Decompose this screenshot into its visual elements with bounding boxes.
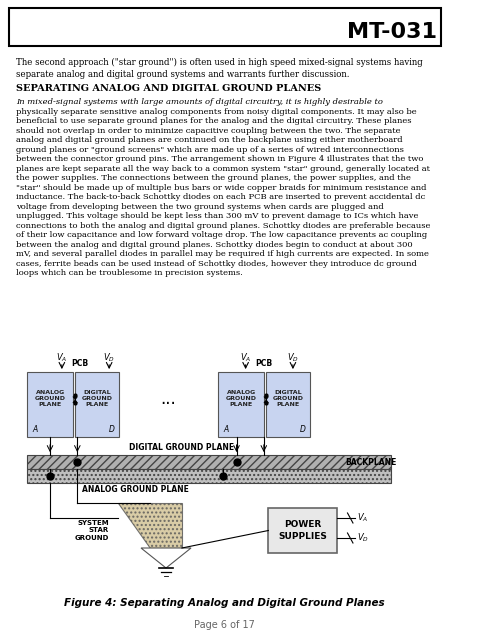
Text: MT-031: MT-031: [346, 22, 437, 42]
FancyBboxPatch shape: [9, 8, 441, 46]
Text: connections to both the analog and digital ground planes. Schottky diodes are pr: connections to both the analog and digit…: [16, 221, 431, 230]
Text: $V_D$: $V_D$: [287, 351, 299, 364]
Text: beneficial to use separate ground planes for the analog and the digital circuitr: beneficial to use separate ground planes…: [16, 117, 412, 125]
Text: $V_A$: $V_A$: [240, 351, 251, 364]
Text: inductance. The back-to-back Schottky diodes on each PCB are inserted to prevent: inductance. The back-to-back Schottky di…: [16, 193, 426, 201]
Text: ground planes or "ground screens" which are made up of a series of wired interco: ground planes or "ground screens" which …: [16, 145, 404, 154]
Polygon shape: [73, 397, 77, 400]
Text: of their low capacitance and low forward voltage drop. The low capacitance preve: of their low capacitance and low forward…: [16, 231, 428, 239]
Text: cases, ferrite beads can be used instead of Schottky diodes, however they introd: cases, ferrite beads can be used instead…: [16, 259, 417, 268]
Text: $V_D$: $V_D$: [356, 532, 369, 544]
Polygon shape: [118, 503, 182, 548]
Text: "star" should be made up of multiple bus bars or wide copper braids for minimum : "star" should be made up of multiple bus…: [16, 184, 427, 191]
Text: $V_A$: $V_A$: [356, 512, 368, 524]
Text: D: D: [109, 424, 115, 433]
Text: DIGITAL
GROUND
PLANE: DIGITAL GROUND PLANE: [273, 390, 304, 407]
Text: analog and digital ground planes are continued on the backplane using either mot: analog and digital ground planes are con…: [16, 136, 403, 144]
Text: Figure 4: Separating Analog and Digital Ground Planes: Figure 4: Separating Analog and Digital …: [64, 598, 385, 608]
Polygon shape: [264, 397, 268, 400]
Text: voltage from developing between the two ground systems when cards are plugged an: voltage from developing between the two …: [16, 202, 384, 211]
Text: POWER
SUPPLIES: POWER SUPPLIES: [278, 520, 327, 541]
Text: ANALOG
GROUND
PLANE: ANALOG GROUND PLANE: [226, 390, 257, 407]
Text: $V_D$: $V_D$: [103, 351, 115, 364]
Text: ANALOG GROUND PLANE: ANALOG GROUND PLANE: [82, 485, 189, 494]
Text: Page 6 of 17: Page 6 of 17: [194, 620, 255, 630]
Text: SYSTEM
STAR
GROUND: SYSTEM STAR GROUND: [75, 520, 109, 541]
Text: SEPARATING ANALOG AND DIGITAL GROUND PLANES: SEPARATING ANALOG AND DIGITAL GROUND PLA…: [16, 84, 322, 93]
Polygon shape: [264, 400, 268, 403]
FancyBboxPatch shape: [268, 508, 337, 553]
Text: should not overlap in order to minimize capacitive coupling between the two. The: should not overlap in order to minimize …: [16, 127, 401, 134]
Text: mV, and several parallel diodes in parallel may be required if high currents are: mV, and several parallel diodes in paral…: [16, 250, 429, 258]
Text: the power supplies. The connections between the ground planes, the power supplie: the power supplies. The connections betw…: [16, 174, 411, 182]
Text: planes are kept separate all the way back to a common system "star" ground, gene: planes are kept separate all the way bac…: [16, 164, 430, 173]
Text: PCB: PCB: [71, 359, 89, 368]
Text: loops which can be troublesome in precision systems.: loops which can be troublesome in precis…: [16, 269, 243, 277]
Text: DIGITAL GROUND PLANE: DIGITAL GROUND PLANE: [129, 443, 235, 452]
Bar: [75, 372, 119, 437]
Bar: [266, 372, 310, 437]
Text: ···: ···: [160, 395, 176, 413]
Text: DIGITAL
GROUND
PLANE: DIGITAL GROUND PLANE: [82, 390, 113, 407]
Text: physically separate sensitive analog components from noisy digital components. I: physically separate sensitive analog com…: [16, 108, 417, 115]
Text: The second approach ("star ground") is often used in high speed mixed-signal sys: The second approach ("star ground") is o…: [16, 58, 423, 79]
Text: A: A: [223, 424, 228, 433]
Bar: [27, 469, 391, 483]
Text: unplugged. This voltage should be kept less than 300 mV to prevent damage to ICs: unplugged. This voltage should be kept l…: [16, 212, 419, 220]
Text: BACKPLANE: BACKPLANE: [346, 458, 397, 467]
Text: ANALOG
GROUND
PLANE: ANALOG GROUND PLANE: [35, 390, 66, 407]
Text: D: D: [300, 424, 306, 433]
Bar: [218, 372, 264, 437]
Text: PCB: PCB: [255, 359, 272, 368]
Text: $V_A$: $V_A$: [56, 351, 67, 364]
Text: between the connector ground pins. The arrangement shown in Figure 4 illustrates: between the connector ground pins. The a…: [16, 155, 424, 163]
Polygon shape: [141, 548, 191, 568]
Text: between the analog and digital ground planes. Schottky diodes begin to conduct a: between the analog and digital ground pl…: [16, 241, 413, 248]
Bar: [27, 455, 391, 469]
Bar: [27, 372, 73, 437]
Text: In mixed-signal systems with large amounts of digital circuitry, it is highly de: In mixed-signal systems with large amoun…: [16, 98, 383, 106]
Polygon shape: [73, 400, 77, 403]
Text: A: A: [32, 424, 37, 433]
